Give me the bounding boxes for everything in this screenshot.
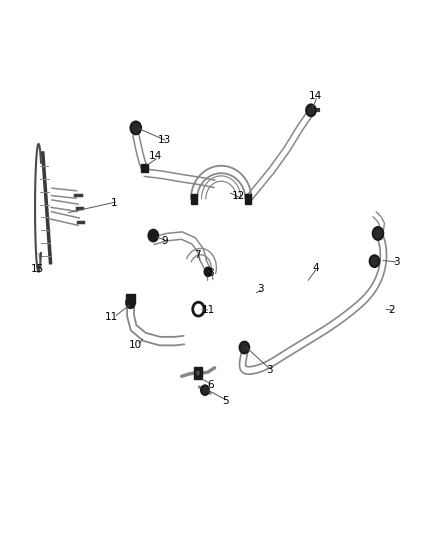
Text: 9: 9 <box>161 236 168 246</box>
Text: 3: 3 <box>393 257 400 267</box>
Text: 11: 11 <box>105 312 118 322</box>
Text: 4: 4 <box>312 263 319 272</box>
Text: 8: 8 <box>207 269 214 278</box>
Text: 3: 3 <box>257 284 264 294</box>
Circle shape <box>201 385 209 395</box>
Text: 14: 14 <box>309 91 322 101</box>
Circle shape <box>148 230 158 241</box>
Text: 11: 11 <box>201 305 215 315</box>
Text: 7: 7 <box>194 250 201 260</box>
Text: 12: 12 <box>232 191 245 201</box>
Text: 14: 14 <box>149 151 162 160</box>
Circle shape <box>240 342 249 353</box>
Bar <box>191 194 197 204</box>
Circle shape <box>195 369 201 377</box>
Circle shape <box>373 227 383 240</box>
Circle shape <box>126 297 135 308</box>
Text: 3: 3 <box>266 366 273 375</box>
Text: 10: 10 <box>129 341 142 350</box>
Text: 5: 5 <box>222 396 229 406</box>
Text: 13: 13 <box>158 135 171 144</box>
Circle shape <box>131 122 141 134</box>
Circle shape <box>370 255 379 267</box>
Text: 1: 1 <box>110 198 117 207</box>
Circle shape <box>306 104 316 116</box>
Bar <box>141 164 148 172</box>
Bar <box>245 194 251 204</box>
Text: 2: 2 <box>389 305 396 315</box>
Bar <box>194 367 202 379</box>
Bar <box>126 294 135 303</box>
Circle shape <box>205 268 212 276</box>
Polygon shape <box>42 152 52 264</box>
Text: 15: 15 <box>31 264 44 274</box>
Text: 6: 6 <box>207 380 214 390</box>
